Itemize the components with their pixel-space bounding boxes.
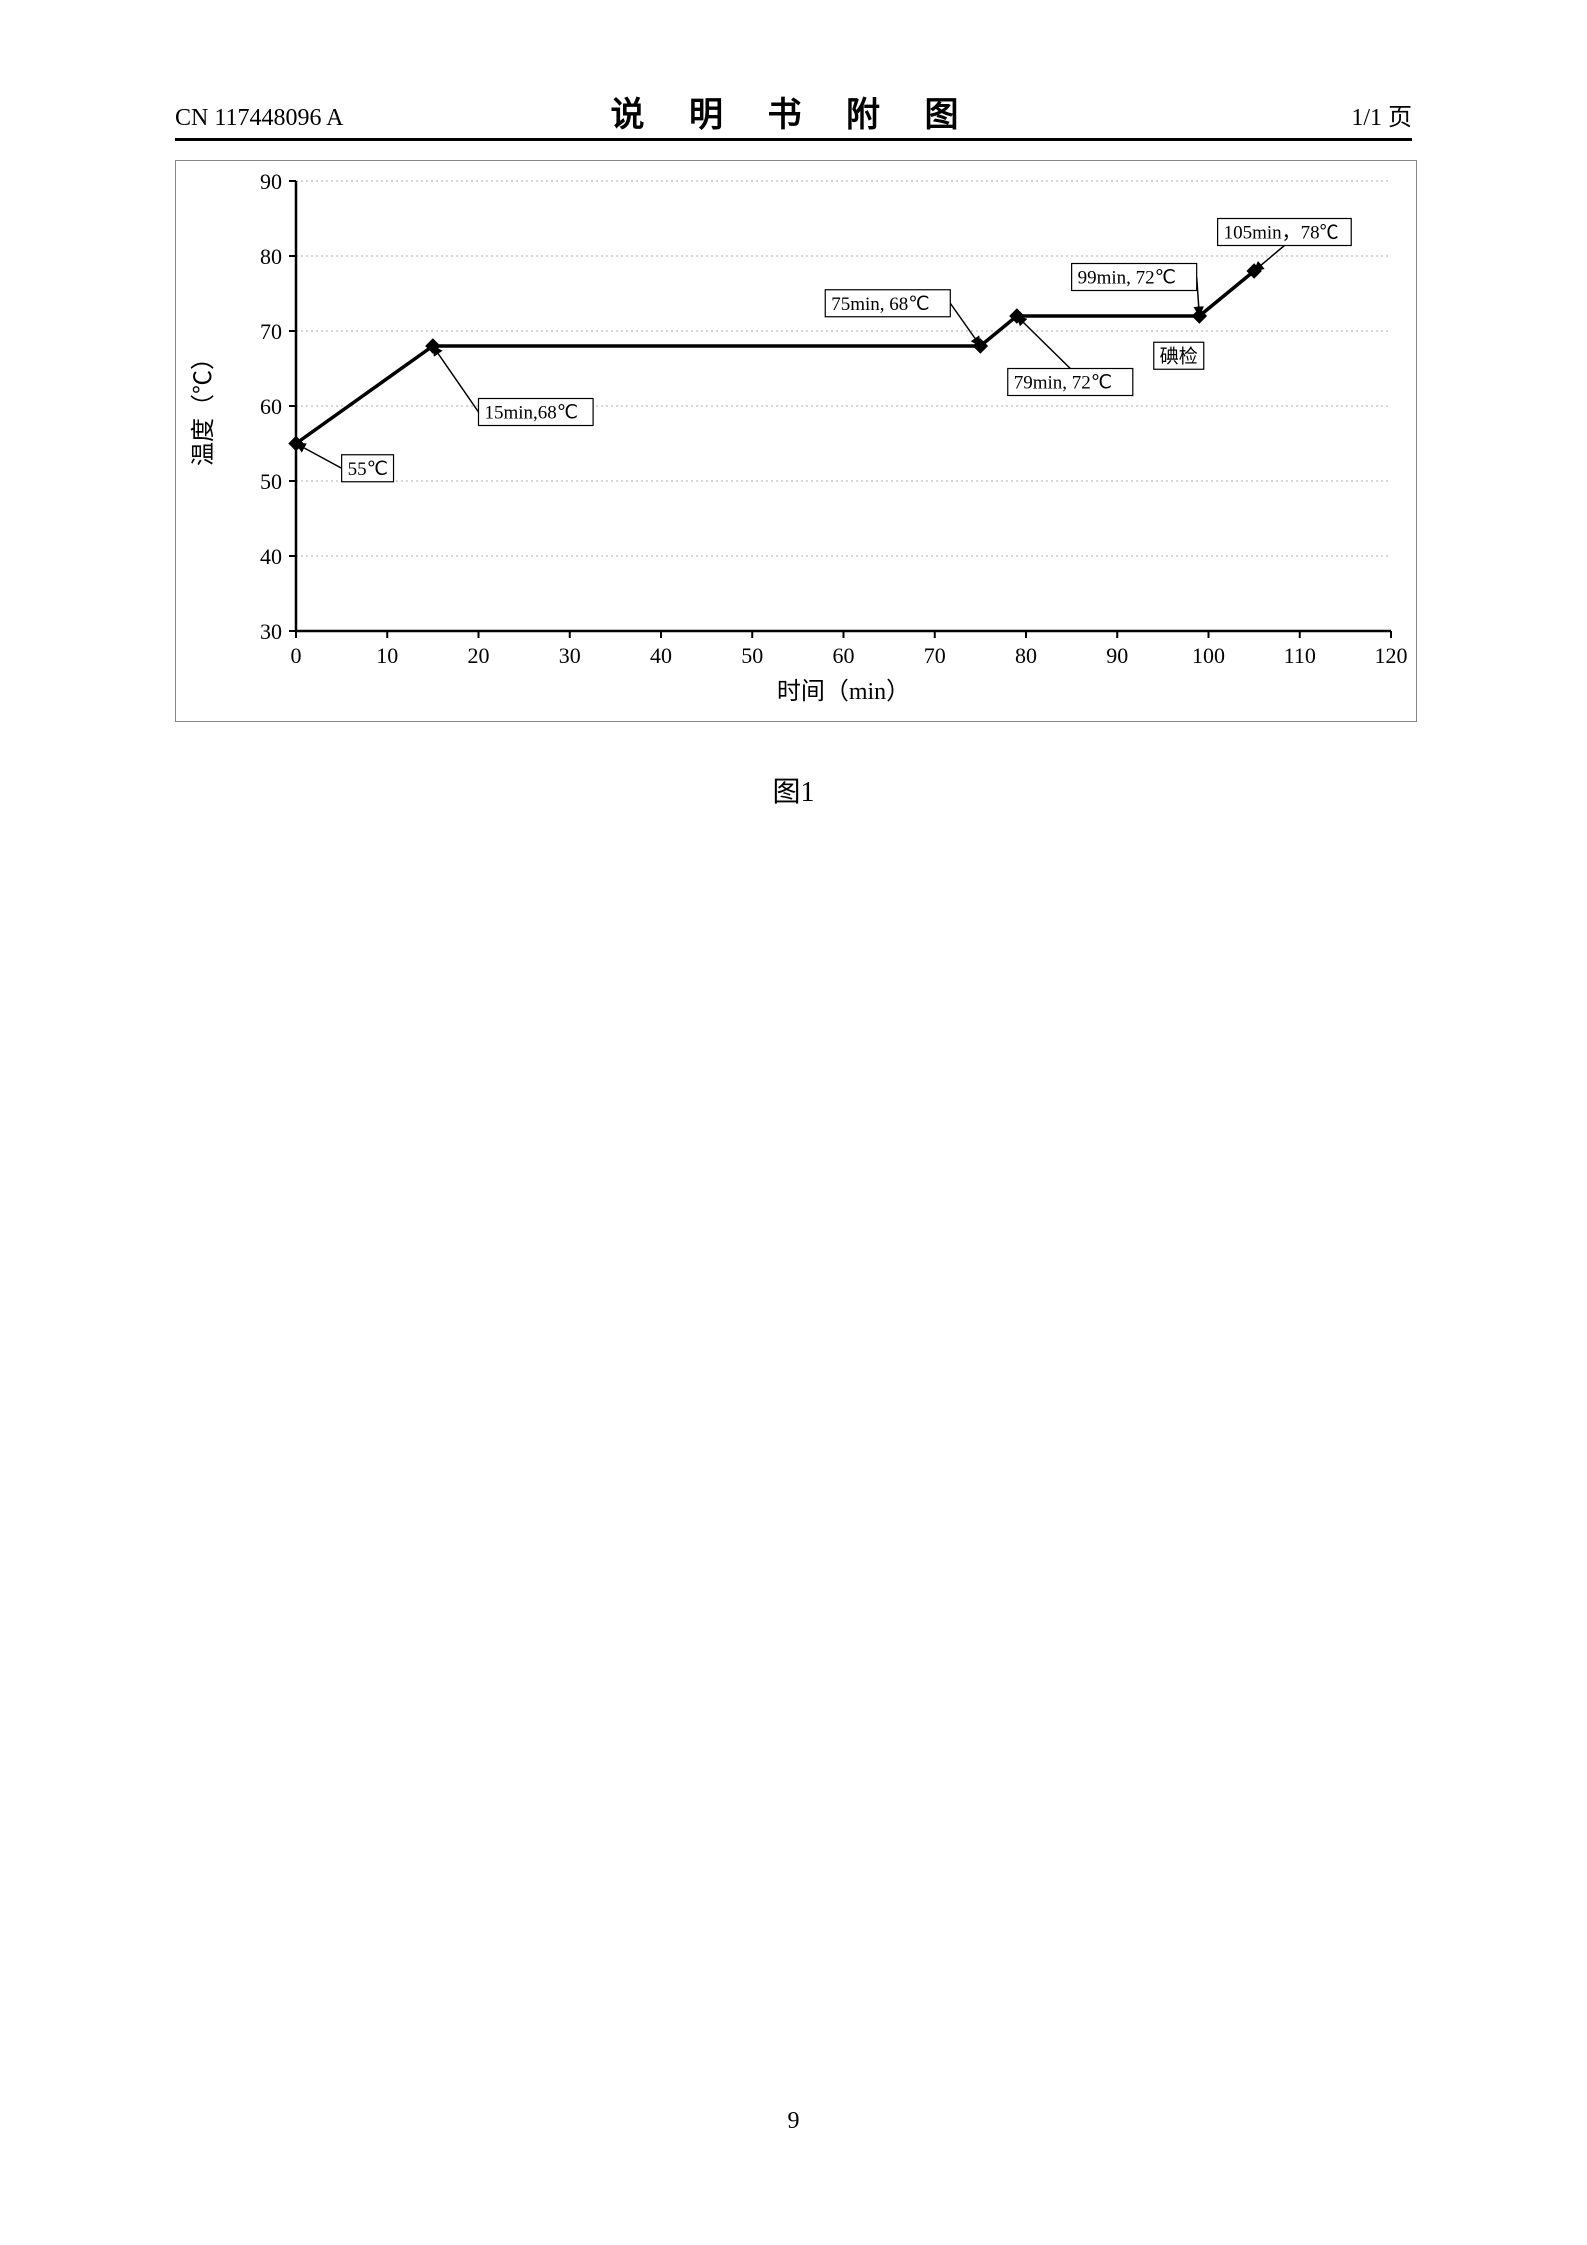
page-number: 9 (0, 2108, 1587, 2135)
header-title: 说 明 书 附 图 (175, 87, 1412, 136)
svg-text:120: 120 (1375, 643, 1408, 668)
svg-text:50: 50 (260, 469, 282, 494)
svg-text:时间（min）: 时间（min） (777, 678, 910, 705)
page-counter: 1/1 页 (1351, 97, 1412, 132)
figure-caption: 图1 (0, 770, 1587, 810)
svg-text:温度（℃）: 温度（℃） (190, 346, 217, 466)
svg-text:30: 30 (260, 619, 282, 644)
svg-text:110: 110 (1284, 643, 1316, 668)
svg-text:30: 30 (559, 643, 581, 668)
svg-text:40: 40 (260, 544, 282, 569)
svg-text:50: 50 (741, 643, 763, 668)
svg-text:70: 70 (924, 643, 946, 668)
svg-text:100: 100 (1192, 643, 1225, 668)
svg-text:99min, 72℃: 99min, 72℃ (1078, 268, 1176, 289)
svg-text:40: 40 (650, 643, 672, 668)
svg-text:90: 90 (1106, 643, 1128, 668)
svg-text:75min, 68℃: 75min, 68℃ (831, 294, 929, 315)
svg-text:55℃: 55℃ (348, 459, 388, 480)
chart-container: 0 10 20 30 40 50 60 70 80 90 100 110 120 30 40 50 60 70 80… (175, 160, 1417, 722)
svg-text:80: 80 (1015, 643, 1037, 668)
svg-text:60: 60 (260, 394, 282, 419)
svg-text:70: 70 (260, 319, 282, 344)
svg-text:60: 60 (833, 643, 855, 668)
svg-text:79min, 72℃: 79min, 72℃ (1014, 373, 1112, 394)
svg-text:碘检: 碘检 (1160, 345, 1198, 367)
page: CN 117448096 A 说 明 书 附 图 1/1 页 0 10 20 30 40… (0, 0, 1587, 2245)
temperature-time-chart: 0 10 20 30 40 50 60 70 80 90 100 110 120 30 40 50 60 70 80… (176, 161, 1416, 721)
svg-text:90: 90 (260, 169, 282, 194)
svg-text:10: 10 (376, 643, 398, 668)
svg-text:80: 80 (260, 244, 282, 269)
svg-text:0: 0 (291, 643, 302, 668)
svg-text:20: 20 (468, 643, 490, 668)
svg-text:15min,68℃: 15min,68℃ (485, 403, 579, 424)
svg-text:105min，78℃: 105min，78℃ (1224, 223, 1339, 244)
page-header: CN 117448096 A 说 明 书 附 图 1/1 页 (175, 90, 1412, 141)
